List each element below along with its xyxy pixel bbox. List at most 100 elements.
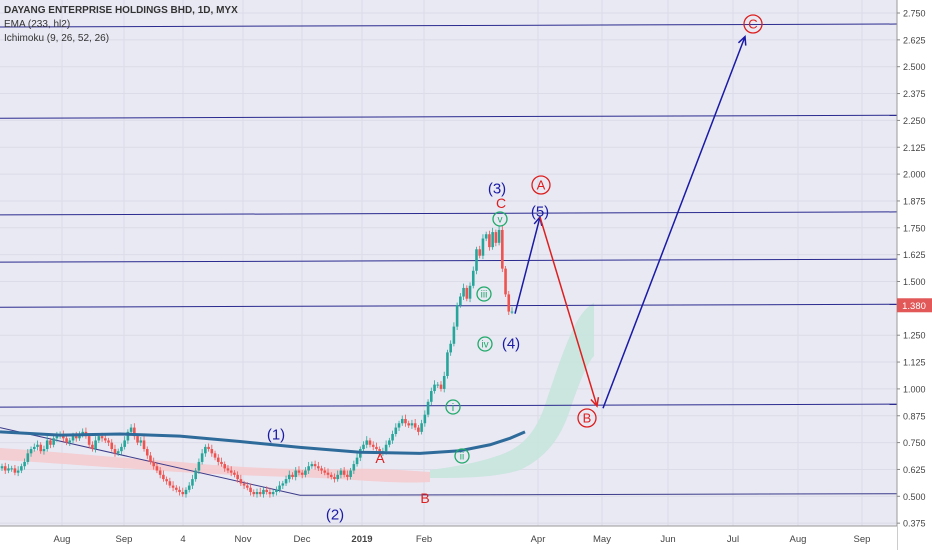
candle-body: [417, 427, 420, 432]
candle: [68, 437, 72, 447]
candle: [129, 424, 133, 435]
wave-label: ii: [454, 448, 470, 464]
wave-label: C: [496, 195, 506, 211]
candle-body: [145, 449, 149, 456]
price-axis-ticks: 2.750 2.625 2.500 2.375 2.250 2.125 2.000 1.875…: [897, 9, 926, 529]
candle: [478, 245, 482, 259]
candle-body: [278, 485, 281, 490]
wave-label: (5): [531, 203, 549, 220]
candle: [433, 380, 436, 394]
price-tick-label: 1.500: [903, 277, 926, 287]
symbol-title: DAYANG ENTERPRISE HOLDINGS BHD, 1D, MYX: [4, 5, 238, 16]
candle-body: [439, 384, 443, 389]
candle: [475, 246, 478, 275]
candle: [262, 487, 265, 498]
candle: [494, 229, 498, 247]
candle-body: [116, 451, 120, 454]
projection-arrowhead: [590, 397, 600, 408]
level-line: [0, 258, 898, 263]
candle-body: [478, 249, 482, 256]
candle: [430, 387, 433, 406]
candle: [184, 487, 188, 498]
wave-label-text: B: [583, 411, 592, 426]
wave-label-text: B: [420, 490, 429, 506]
candle: [16, 466, 20, 477]
candle-body: [336, 474, 339, 480]
candle-body: [368, 440, 372, 445]
candle-body: [184, 489, 188, 495]
candle-body: [501, 229, 504, 269]
time-tick-label: 4: [180, 534, 185, 545]
candle: [168, 477, 172, 489]
wave-label-text: (3): [488, 180, 506, 197]
time-tick-label: Nov: [235, 534, 252, 545]
candle-body: [262, 489, 265, 495]
candle-body: [365, 440, 369, 445]
candle: [275, 486, 278, 496]
candle-body: [165, 479, 168, 482]
ichimoku-cloud: [0, 303, 594, 483]
candle-body: [133, 427, 136, 437]
candle-body: [49, 440, 52, 445]
wave-label: A: [531, 175, 551, 195]
candle-body: [68, 440, 72, 443]
candle: [310, 461, 314, 469]
candle-body: [475, 249, 478, 271]
candle-body: [23, 461, 26, 467]
candle-body: [488, 234, 491, 248]
candle-body: [342, 470, 346, 475]
candle-body: [462, 287, 465, 297]
candle-body: [91, 444, 94, 450]
candle-body: [442, 376, 446, 389]
time-tick-label: Jun: [660, 534, 675, 545]
candle-body: [459, 296, 462, 306]
candle-body: [152, 461, 156, 467]
candle: [278, 481, 281, 493]
candle-body: [32, 446, 36, 450]
candle-body: [149, 455, 152, 462]
candle: [439, 381, 443, 392]
candle: [407, 420, 411, 428]
wave-label-text: v: [498, 215, 503, 226]
candle-body: [504, 268, 507, 295]
candle: [265, 486, 268, 495]
candle-body: [265, 489, 268, 493]
candle-body: [465, 287, 469, 299]
cloud-bullish: [430, 303, 594, 478]
candle-body: [233, 472, 236, 475]
candle: [291, 472, 294, 480]
candle-body: [317, 466, 320, 469]
candle: [504, 266, 507, 297]
candle: [355, 453, 359, 467]
candle-body: [123, 440, 126, 447]
candle: [388, 437, 391, 448]
candle: [268, 487, 272, 498]
candle: [165, 476, 168, 485]
price-tick-label: 0.500: [903, 492, 926, 502]
price-tick-label: 1.125: [903, 358, 926, 368]
candle-body: [284, 479, 288, 484]
candle-body: [397, 423, 401, 428]
candle: [252, 489, 256, 497]
wave-label: B: [420, 490, 429, 506]
candle-body: [136, 436, 139, 443]
candle-body: [194, 470, 197, 480]
candle-body: [481, 238, 485, 256]
candle-body: [113, 449, 117, 454]
candle-body: [0, 466, 4, 469]
candle-body: [291, 474, 294, 477]
candle: [307, 461, 310, 474]
candle: [145, 446, 149, 459]
candle-body: [310, 464, 314, 467]
plot-background: [0, 0, 897, 526]
price-axis[interactable]: [897, 0, 932, 550]
time-axis[interactable]: [0, 526, 897, 550]
candle-body: [7, 468, 10, 471]
level-line: [0, 303, 898, 308]
wave-label-text: ii: [460, 452, 464, 463]
wave-label-circle: [454, 448, 470, 464]
candle: [442, 371, 446, 393]
wave-label: (2): [326, 506, 344, 523]
cloud-bearish: [0, 448, 430, 483]
